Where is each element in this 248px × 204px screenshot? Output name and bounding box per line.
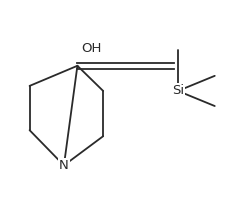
Text: OH: OH [81, 42, 102, 55]
Text: N: N [59, 159, 69, 172]
Text: Si: Si [172, 84, 184, 98]
